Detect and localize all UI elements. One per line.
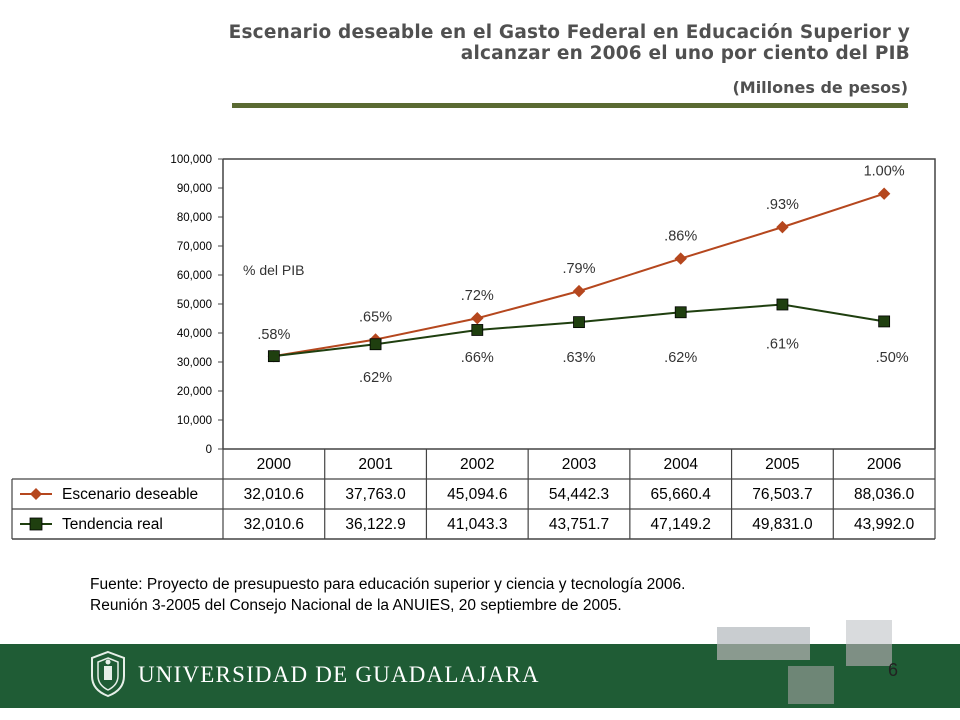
table-cell: 43,992.0 — [854, 516, 915, 533]
decor-square — [788, 666, 834, 704]
pct-label-deseable: 1.00% — [864, 164, 905, 180]
data-point-deseable — [572, 284, 586, 298]
table-cell: 45,094.6 — [447, 486, 507, 503]
y-tick-label: 100,000 — [170, 154, 212, 166]
table-cell: 47,149.2 — [651, 516, 711, 533]
pct-label-deseable: .86% — [664, 229, 697, 245]
pct-label-real: .63% — [562, 350, 595, 366]
pct-label-real: .61% — [766, 336, 799, 352]
university-name: UNIVERSIDAD DE GUADALAJARA — [138, 662, 540, 687]
pct-label-real: .50% — [876, 350, 909, 366]
page-number: 6 — [888, 660, 899, 680]
data-point-real — [573, 316, 585, 329]
pct-label-deseable: .65% — [359, 309, 392, 325]
pct-label-deseable: .72% — [461, 288, 494, 304]
y-tick-label: 30,000 — [177, 357, 212, 369]
x-tick-label: 2004 — [663, 456, 698, 473]
data-point-deseable — [674, 252, 687, 265]
x-tick-label: 2006 — [867, 456, 901, 473]
table-cell: 65,660.4 — [651, 486, 712, 503]
title-underline — [232, 103, 908, 108]
source-note: Fuente: Proyecto de presupuesto para edu… — [90, 574, 685, 616]
data-point-real — [674, 306, 687, 319]
table-cell: 32,010.6 — [244, 516, 304, 533]
title-line-1: Escenario deseable en el Gasto Federal e… — [228, 22, 910, 43]
y-tick-label: 70,000 — [177, 241, 212, 253]
data-point-real — [776, 298, 789, 311]
table-cell: 88,036.0 — [854, 486, 915, 503]
data-point-real — [369, 338, 382, 351]
y-tick-label: 40,000 — [177, 328, 212, 340]
table-cell: 43,751.7 — [549, 516, 609, 533]
y-tick-label: 0 — [206, 444, 212, 456]
pct-label-real: .62% — [664, 350, 697, 366]
legend-key-diamond — [30, 488, 42, 500]
x-tick-label: 2001 — [358, 456, 392, 473]
table-cell: 76,503.7 — [752, 486, 812, 503]
legend-key-square — [29, 517, 43, 531]
title-line-2: alcanzar en 2006 el uno por ciento del P… — [460, 43, 910, 64]
pct-label-deseable: .93% — [766, 197, 799, 213]
data-point-real — [878, 315, 891, 328]
data-point-deseable — [877, 187, 891, 200]
legend-label: Escenario deseable — [62, 486, 198, 503]
table-cell: 49,831.0 — [752, 516, 813, 533]
pct-label-real: .62% — [359, 370, 392, 386]
table-cell: 32,010.6 — [244, 486, 304, 503]
x-tick-label: 2003 — [562, 456, 596, 473]
slide-subtitle: (Millones de pesos) — [732, 78, 908, 97]
data-point-deseable — [776, 220, 789, 234]
y-tick-label: 10,000 — [177, 415, 212, 427]
data-point-real — [267, 350, 280, 363]
table-cell: 41,043.3 — [447, 516, 507, 533]
table-cell: 36,122.9 — [345, 516, 405, 533]
chart: 0 10,000 20,000 30,000 40,000 50,000 60,000 70,… — [11, 154, 936, 540]
y-tick-label: 80,000 — [177, 212, 212, 224]
x-tick-label: 2000 — [257, 456, 292, 473]
pct-label-deseable: .79% — [562, 261, 595, 277]
table-cell: 54,442.3 — [549, 486, 609, 503]
data-point-deseable — [471, 312, 484, 325]
slide-title: Escenario deseable en el Gasto Federal e… — [210, 22, 910, 64]
source-line-1: Fuente: Proyecto de presupuesto para edu… — [90, 576, 686, 593]
source-line-2: Reunión 3-2005 del Consejo Nacional de l… — [90, 597, 622, 614]
pct-label-deseable: .58% — [257, 327, 290, 343]
legend-label: Tendencia real — [62, 516, 163, 533]
pct-annotation: % del PIB — [243, 262, 304, 278]
plot-border — [223, 158, 936, 449]
university-seal-icon — [91, 650, 125, 698]
table-cell: 37,763.0 — [345, 486, 406, 503]
x-tick-label: 2005 — [765, 456, 799, 473]
decor-square — [717, 644, 810, 660]
pct-label-real: .66% — [461, 350, 494, 366]
x-tick-label: 2002 — [460, 456, 494, 473]
y-tick-label: 20,000 — [177, 386, 212, 398]
y-tick-label: 60,000 — [177, 270, 212, 282]
y-tick-label: 90,000 — [177, 183, 212, 195]
y-tick-label: 50,000 — [177, 299, 212, 311]
data-point-real — [471, 324, 484, 336]
decor-square — [846, 644, 892, 666]
